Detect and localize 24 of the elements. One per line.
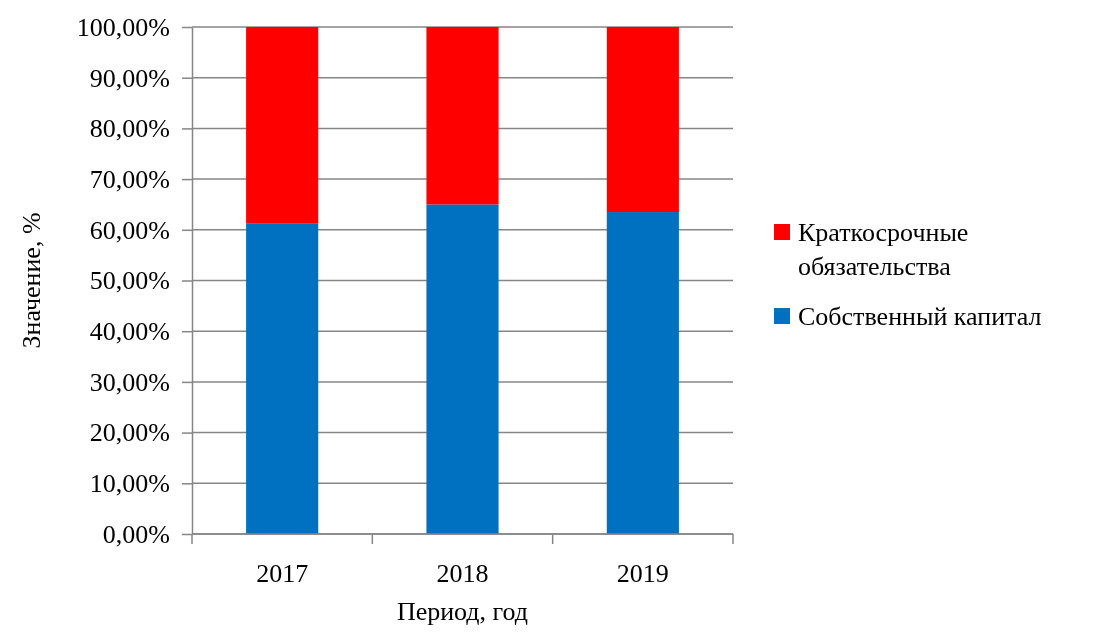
bar [246, 223, 319, 534]
x-tick-label: 2018 [436, 559, 489, 589]
x-axis-title: Период, год [396, 597, 529, 626]
y-tick-label: 70,00% [89, 164, 170, 194]
bar [426, 204, 499, 534]
y-axis-title: Значение, % [17, 212, 46, 349]
y-tick-label: 60,00% [89, 215, 170, 245]
x-tick-label: 2019 [616, 559, 669, 589]
y-tick-label: 50,00% [89, 266, 170, 296]
y-tick-label: 100,00% [76, 12, 170, 42]
bar [606, 27, 679, 213]
y-tick-label: 10,00% [89, 469, 170, 499]
y-tick-label: 30,00% [89, 367, 170, 397]
y-tick-label: 40,00% [89, 317, 170, 347]
bar [426, 27, 499, 205]
legend-label: Собственный капитал [798, 302, 1042, 331]
x-tick-label: 2017 [256, 559, 309, 589]
legend-label: Краткосрочные обязательства [798, 218, 969, 281]
y-tick-label: 0,00% [102, 519, 170, 549]
bar [606, 212, 679, 534]
y-tick-label: 20,00% [89, 418, 170, 448]
bar [246, 27, 319, 224]
y-tick-label: 90,00% [89, 63, 170, 93]
y-tick-label: 80,00% [89, 114, 170, 144]
